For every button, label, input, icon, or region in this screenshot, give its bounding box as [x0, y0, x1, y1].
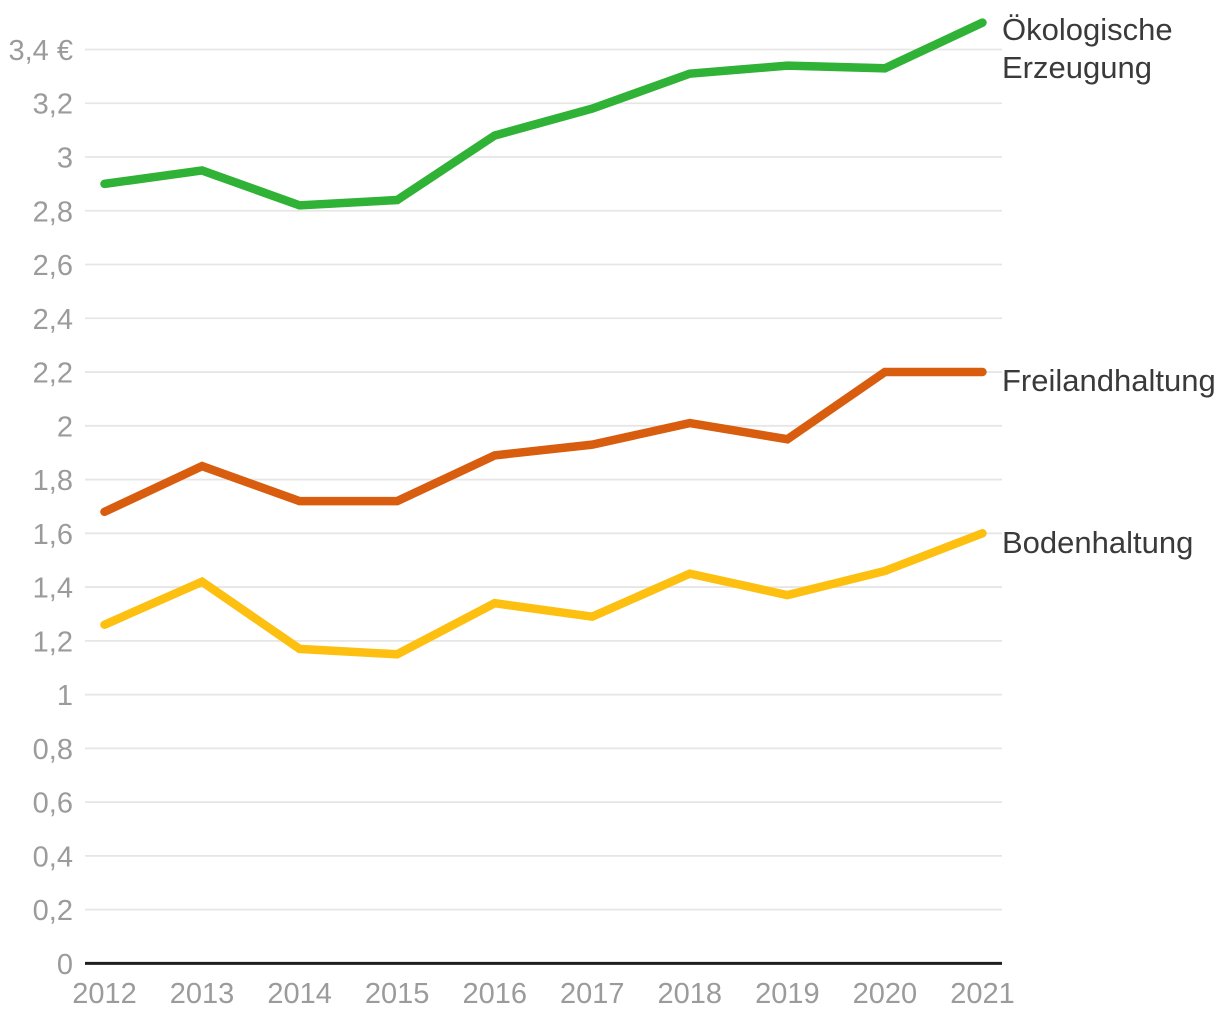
series-line-oekologische-erzeugung: [100, 18, 987, 210]
y-axis-tick-label: 0,8: [33, 734, 73, 766]
y-axis-tick-label: 0,2: [33, 895, 73, 927]
x-axis-tick-label: 2015: [365, 978, 430, 1010]
y-axis-tick-label: 2,6: [33, 250, 73, 282]
series-line-bodenhaltung: [100, 529, 987, 659]
x-axis-tick-label: 2020: [853, 978, 918, 1010]
y-axis-tick-label: 1: [57, 680, 73, 712]
y-axis-tick-label: 0,4: [33, 841, 73, 873]
y-axis-tick-label: 3,4 €: [9, 35, 74, 67]
legend-label-freilandhaltung: Freilandhaltung: [1002, 363, 1216, 398]
x-axis-tick-label: 2019: [755, 978, 820, 1010]
legend-label-oekologische-erzeugung: Ökologische Erzeugung: [1002, 12, 1173, 85]
y-axis-tick-label: 3: [57, 143, 73, 175]
legend-label-bodenhaltung: Bodenhaltung: [1002, 525, 1194, 560]
y-axis-tick-label: 1,6: [33, 519, 73, 551]
y-axis-tick-label: 1,2: [33, 626, 73, 658]
y-axis-tick-label: 2: [57, 411, 73, 443]
x-axis-tick-label: 2013: [170, 978, 235, 1010]
x-axis-tick-label: 2016: [462, 978, 527, 1010]
x-axis-tick-label: 2017: [560, 978, 625, 1010]
x-axis-tick-label: 2014: [267, 978, 332, 1010]
x-axis-tick-label: 2021: [950, 978, 1015, 1010]
y-axis-tick-label: 0: [57, 949, 73, 981]
y-axis-tick-label: 1,4: [33, 573, 73, 605]
y-axis-tick-label: 2,2: [33, 358, 73, 390]
x-axis-tick-label: 2018: [658, 978, 723, 1010]
series-line-freilandhaltung: [100, 367, 987, 517]
y-axis-tick-label: 2,4: [33, 304, 73, 336]
x-axis-tick-label: 2012: [72, 978, 137, 1010]
y-axis-tick-label: 1,8: [33, 465, 73, 497]
y-axis-tick-label: 0,6: [33, 788, 73, 820]
y-axis-tick-label: 3,2: [33, 89, 73, 121]
y-axis-tick-label: 2,8: [33, 196, 73, 228]
